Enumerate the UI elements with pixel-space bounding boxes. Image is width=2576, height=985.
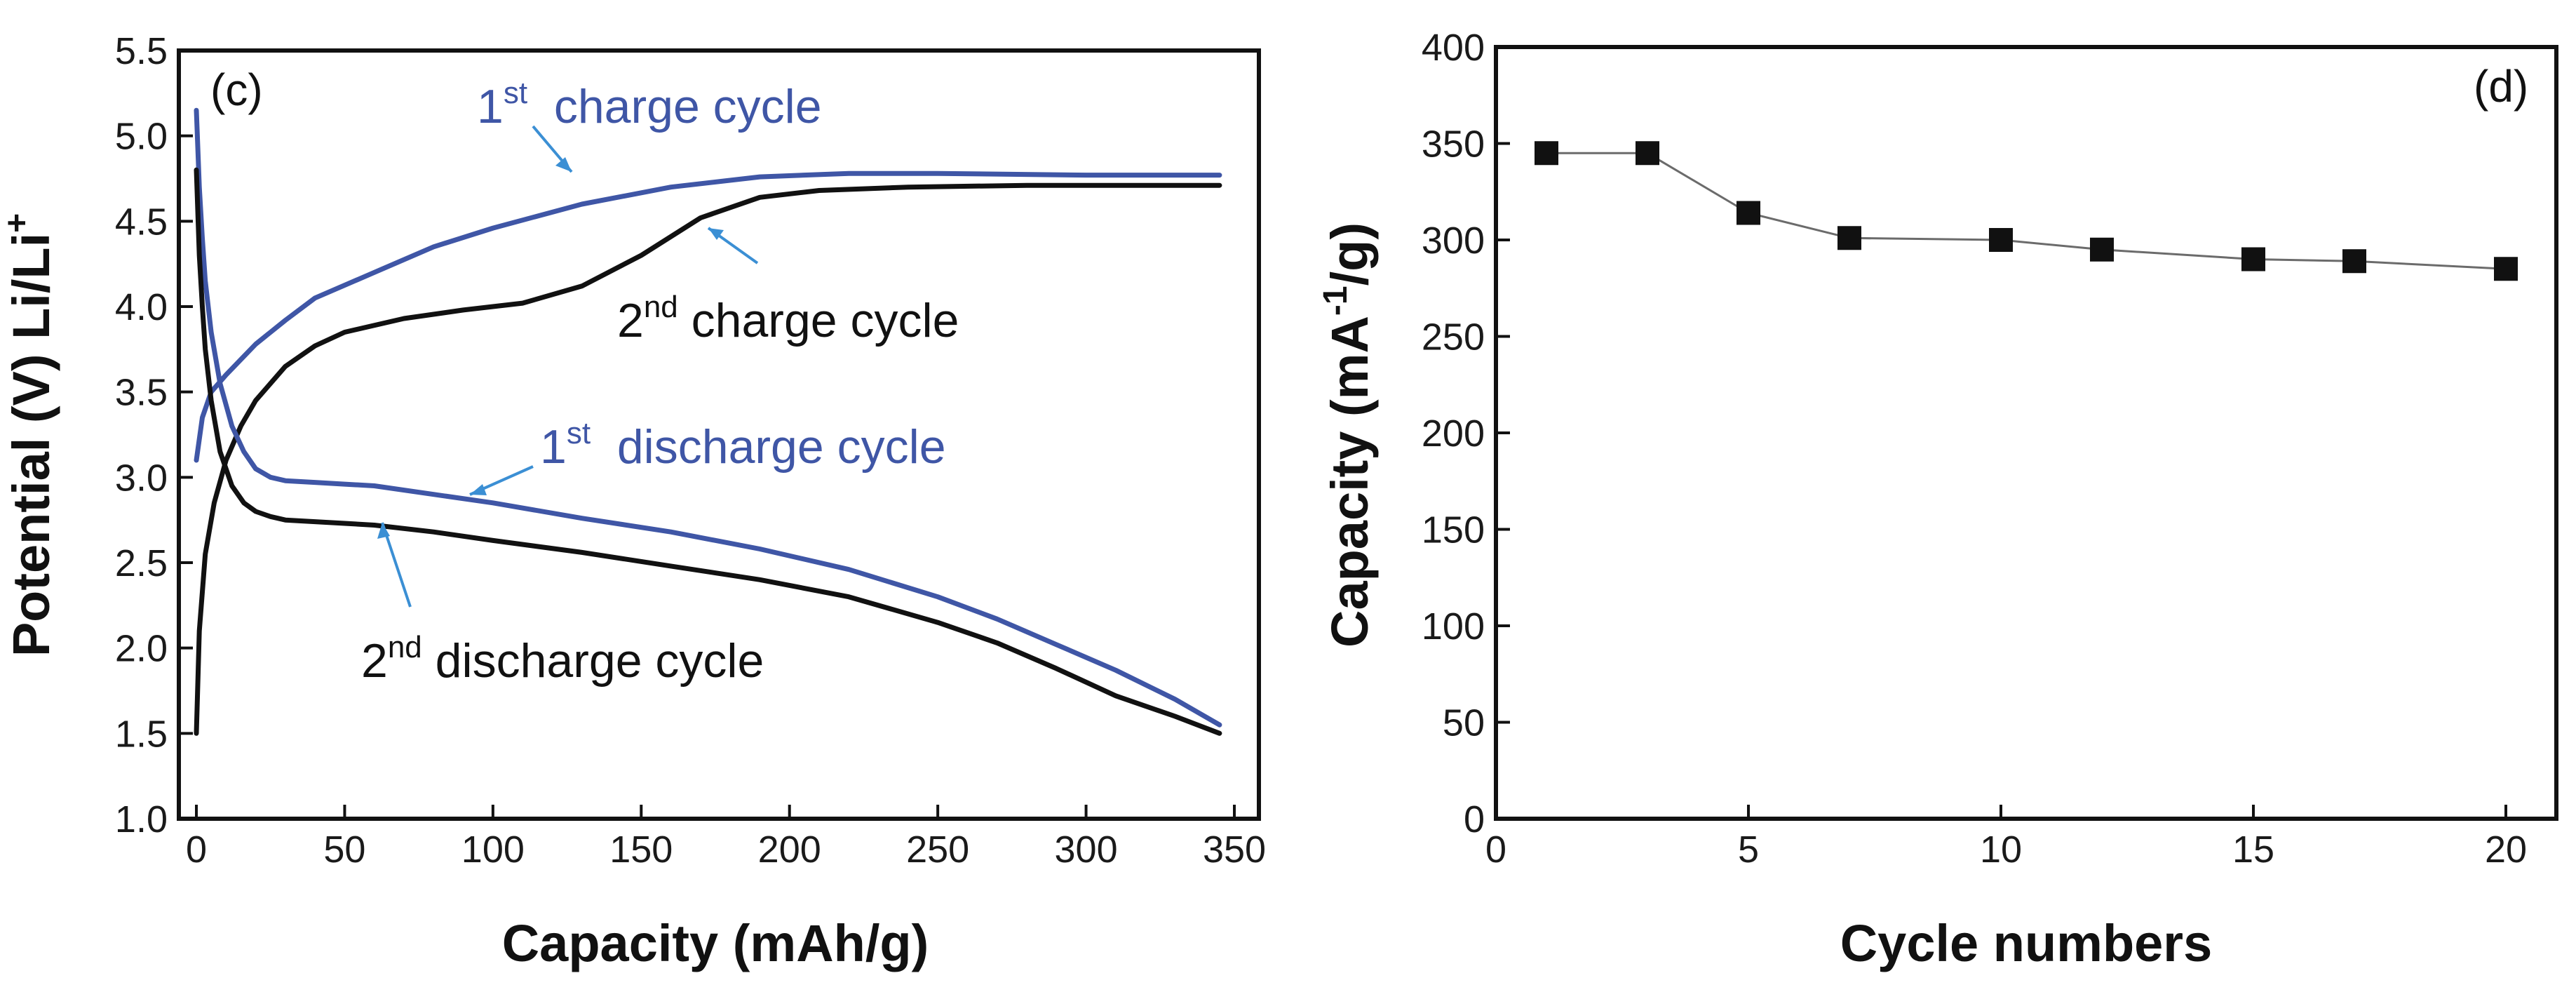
- annotation-2nd-charge: 2nd charge cycle: [617, 290, 959, 347]
- chart-d-xtick-label: 15: [2232, 829, 2274, 871]
- annotation-2nd-discharge-text: discharge cycle: [422, 634, 764, 688]
- chart-c-ytick-label: 5.5: [115, 30, 168, 72]
- chart-d-ylabel-sup: -1: [1317, 286, 1354, 316]
- chart-d-xtick-label: 5: [1738, 829, 1759, 871]
- capacity-point: [2241, 247, 2265, 272]
- chart-d-x-ticks: 0 5 10 15 20: [1485, 805, 2527, 871]
- capacity-point: [1837, 226, 1861, 250]
- capacity-point: [1636, 141, 1659, 166]
- chart-c-xtick-label: 150: [609, 829, 673, 871]
- annotation-1st-charge: 1st charge cycle: [477, 76, 822, 133]
- series-2nd-charge-cycle: [194, 182, 1222, 736]
- chart-d-y-ticks: 0 50 100 150 200 250 300 350 400: [1422, 27, 1510, 840]
- arrow-1st-discharge-head: [470, 484, 487, 495]
- chart-d-ytick-label: 400: [1422, 27, 1485, 69]
- capacity-point: [2342, 249, 2366, 274]
- chart-d-series: [1535, 141, 2518, 281]
- annotation-2nd-charge-num: 2: [617, 294, 644, 347]
- chart-d-ytick-label: 350: [1422, 123, 1485, 166]
- chart-d-ytick-label: 250: [1422, 316, 1485, 359]
- chart-d: 0 50 100 150 200 250 300 350 400 0 5 10 15 20 (d) Ca…: [1317, 27, 2558, 972]
- annotation-1st-charge-num: 1: [477, 80, 504, 133]
- chart-d-xlabel: Cycle numbers: [1840, 914, 2213, 972]
- chart-c-xtick-label: 50: [323, 829, 365, 871]
- chart-c-xtick-label: 0: [186, 829, 207, 871]
- chart-c-ylabel-sup: +: [0, 213, 36, 233]
- chart-d-xtick-label: 10: [1980, 829, 2022, 871]
- capacity-point: [1535, 141, 1558, 166]
- chart-c-y-ticks: 1.0 1.5 2.0 2.5 3.0 3.5 4.0 4.5 5.0 5.5: [115, 30, 193, 840]
- chart-c-xtick-label: 200: [758, 829, 821, 871]
- chart-d-ytick-label: 200: [1422, 413, 1485, 455]
- capacity-point: [2090, 237, 2114, 262]
- chart-c-ytick-label: 1.0: [115, 798, 168, 840]
- annotation-2nd-discharge-sup: nd: [388, 630, 422, 664]
- chart-c-series: [194, 107, 1222, 736]
- annotation-2nd-charge-sup: nd: [644, 290, 678, 324]
- chart-c-arrows: [377, 125, 759, 608]
- chart-d-ylabel: Capacity (mA-1/g): [1317, 222, 1379, 648]
- annotation-1st-charge-text: charge cycle: [527, 80, 822, 133]
- chart-c-xtick-label: 350: [1203, 829, 1266, 871]
- chart-d-ytick-label: 50: [1443, 702, 1485, 744]
- chart-d-ytick-label: 150: [1422, 509, 1485, 551]
- chart-c-xtick-label: 300: [1055, 829, 1118, 871]
- capacity-point: [2494, 257, 2518, 281]
- chart-c-panel-label: (c): [210, 65, 263, 115]
- arrow-1st-charge-head: [555, 157, 572, 172]
- chart-c-ytick-label: 3.0: [115, 457, 168, 499]
- arrow-2nd-discharge: [381, 522, 412, 608]
- capacity-point: [1737, 201, 1760, 225]
- chart-c-ytick-label: 3.5: [115, 372, 168, 414]
- series-1st-discharge-cycle: [194, 107, 1222, 728]
- chart-c-frame: [177, 48, 1261, 821]
- annotation-1st-charge-sup: st: [504, 76, 527, 110]
- arrow-2nd-discharge-head: [377, 523, 390, 539]
- annotation-2nd-discharge-num: 2: [361, 634, 388, 688]
- chart-c-xtick-label: 100: [461, 829, 525, 871]
- chart-c-xtick-label: 250: [906, 829, 969, 871]
- chart-c-ytick-label: 1.5: [115, 713, 168, 755]
- annotation-1st-discharge-text: discharge cycle: [591, 420, 945, 474]
- chart-d-ytick-label: 300: [1422, 220, 1485, 262]
- chart-c-ytick-label: 4.0: [115, 286, 168, 328]
- chart-c-xlabel: Capacity (mAh/g): [502, 914, 929, 972]
- chart-d-ylabel-end: /g): [1321, 222, 1379, 286]
- annotation-1st-discharge-sup: st: [567, 416, 591, 450]
- annotation-2nd-charge-text: charge cycle: [678, 294, 959, 347]
- chart-c-ytick-label: 2.5: [115, 542, 168, 584]
- chart-c-ytick-label: 5.0: [115, 116, 168, 158]
- chart-d-xtick-label: 20: [2485, 829, 2527, 871]
- chart-d-ylabel-main: Capacity (mA: [1321, 316, 1379, 648]
- chart-d-panel-label: (d): [2474, 61, 2528, 112]
- chart-d-xtick-label: 0: [1485, 829, 1506, 871]
- capacity-point: [1989, 228, 2013, 252]
- chart-c: 1.0 1.5 2.0 2.5 3.0 3.5 4.0 4.5 5.0 5.5 0 50 100 150…: [0, 30, 1266, 972]
- annotation-1st-discharge-num: 1: [540, 420, 567, 474]
- annotation-2nd-discharge: 2nd discharge cycle: [361, 630, 764, 688]
- chart-d-ytick-label: 100: [1422, 605, 1485, 648]
- chart-c-x-ticks: 0 50 100 150 200 250 300 350: [186, 805, 1266, 871]
- series-2nd-discharge-cycle: [194, 167, 1222, 736]
- chart-c-ylabel-main: Potential (V) Li/Li: [2, 233, 60, 657]
- arrow-2nd-charge-head: [708, 228, 724, 240]
- chart-c-ylabel: Potential (V) Li/Li+: [0, 213, 60, 657]
- chart-c-ytick-label: 4.5: [115, 201, 168, 243]
- annotation-1st-discharge: 1st discharge cycle: [540, 416, 946, 474]
- chart-d-ytick-label: 0: [1464, 798, 1485, 840]
- chart-c-ytick-label: 2.0: [115, 628, 168, 670]
